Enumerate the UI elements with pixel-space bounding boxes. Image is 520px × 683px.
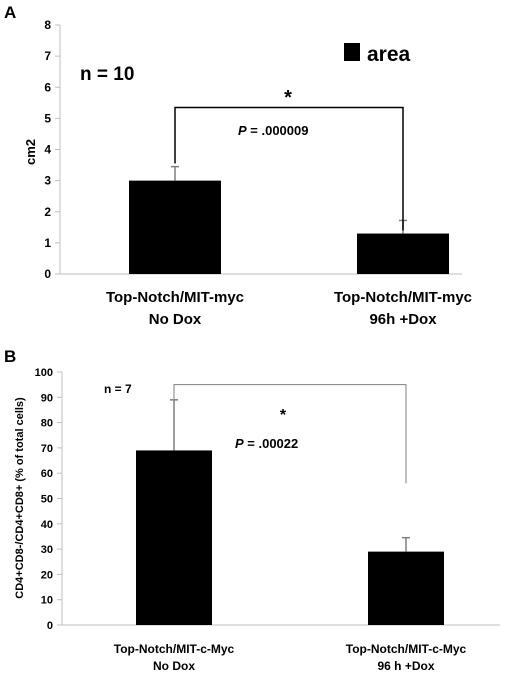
y-tick-label: 60 [41,468,53,480]
y-tick-label: 7 [44,49,51,63]
p-letter: P [238,123,247,138]
significance-bracket [174,106,404,231]
bar [357,233,449,274]
panel-b: B 0 10 20 30 40 50 60 70 80 90 100 Top-Notch/MIT-c… [4,347,500,673]
bar [129,180,221,274]
n-label: n = 10 [80,64,134,85]
y-tick-label: 2 [44,205,51,219]
x-category-label: No Dox [149,311,202,328]
p-value-label: P = .00022 [235,436,298,451]
panel-a-label: A [4,3,16,22]
panel-b-label: B [4,347,16,366]
y-tick-label: 30 [41,544,53,556]
p-value: = .00022 [244,436,299,451]
legend-swatch [344,43,360,61]
legend-label: area [367,43,411,66]
y-axis-title: cm2 [23,139,38,165]
x-category-label: Top-Notch/MIT-myc [334,289,472,306]
p-letter: P [235,436,244,451]
y-tick-label: 8 [44,18,51,32]
y-tick-label: 80 [41,418,53,430]
p-value: = .000009 [247,123,309,138]
x-category-label: No Dox [153,659,195,673]
y-tick-label: 0 [47,620,53,632]
y-tick-label: 1 [44,236,51,250]
y-tick-label: 90 [41,392,53,404]
y-tick-label: 70 [41,443,53,455]
y-tick-label: 0 [44,267,51,281]
y-tick-label: 20 [41,569,53,581]
y-tick-label: 4 [44,143,51,157]
x-category-label: 96h +Dox [369,311,437,328]
panel-a: A 0 1 2 3 4 5 6 7 8 Top-Notch/MIT-myc No Dox Top-N… [4,3,472,328]
bar [368,551,444,625]
y-tick-label: 3 [44,174,51,188]
y-tick-label: 100 [35,367,53,379]
y-tick-label: 50 [41,494,53,506]
x-category-label: Top-Notch/MIT-c-Myc [346,642,467,656]
x-category-label: Top-Notch/MIT-c-Myc [114,642,235,656]
x-category-label: 96 h +Dox [377,659,434,673]
significance-star: * [284,87,292,109]
significance-bracket [173,384,407,484]
y-tick-label: 10 [41,595,53,607]
bar [136,450,212,625]
n-label: n = 7 [104,382,132,396]
p-value-label: P = .000009 [238,123,308,138]
y-tick-label: 6 [44,80,51,94]
y-axis-title: CD4+CD8-/CD4+CD8+ (% of total cells) [14,397,26,599]
y-tick-label: 40 [41,519,53,531]
significance-star: * [280,407,287,424]
x-category-label: Top-Notch/MIT-myc [106,289,244,306]
y-tick-label: 5 [44,111,51,125]
